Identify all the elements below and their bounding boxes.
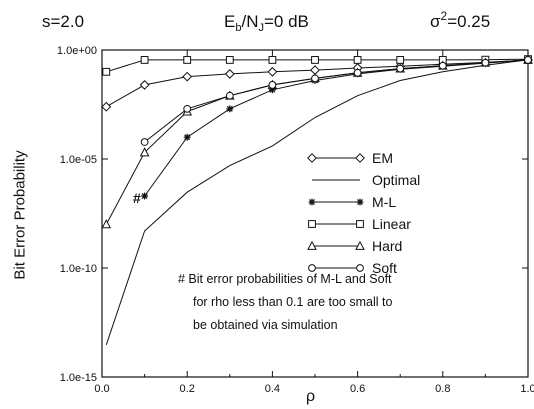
- data-point-linear: [311, 56, 319, 64]
- data-point-em: [101, 101, 112, 112]
- data-point-m-l: [183, 133, 191, 141]
- legend-item-optimal: Optimal: [312, 172, 420, 188]
- data-point-soft: [481, 58, 490, 67]
- data-point-em: [182, 71, 193, 82]
- star-stroke: [308, 198, 316, 206]
- legend-marker-soft: [356, 264, 364, 272]
- y-tick-label: 1.0e-10: [60, 263, 97, 275]
- hash-marker: #: [133, 190, 141, 206]
- param-sigma-label: σ2=0.25: [430, 9, 491, 32]
- sigma-symbol: σ: [430, 12, 441, 31]
- legend-marker-m-l: [356, 198, 364, 206]
- data-point-linear: [225, 56, 234, 64]
- series-line-optimal: [105, 59, 529, 345]
- sigma-superscript: 2: [440, 9, 448, 23]
- y-tick-label: 1.0e+00: [57, 45, 97, 57]
- sigma-value: =0.25: [447, 12, 491, 31]
- data-point-linear: [140, 56, 149, 64]
- data-point-linear: [268, 56, 277, 64]
- series-line-soft: [144, 59, 529, 143]
- legend-label-m-l: M-L: [372, 194, 396, 210]
- data-point-em: [224, 69, 235, 79]
- legend-marker-hard: [355, 240, 365, 250]
- data-point-hard: [101, 219, 112, 229]
- legend-item-linear: Linear: [308, 216, 411, 232]
- series-line-m-l: [144, 59, 529, 197]
- data-point-linear: [102, 67, 111, 76]
- legend-label-optimal: Optimal: [372, 172, 420, 188]
- legend-label-hard: Hard: [372, 238, 402, 254]
- note-line-3: be obtained via simulation: [193, 318, 338, 332]
- x-tick-label: 0.0: [94, 383, 109, 395]
- data-point-m-l: [226, 105, 234, 113]
- y-tick-label: 1.0e-15: [60, 372, 97, 384]
- data-point-soft: [353, 68, 362, 77]
- eb-nj-slash: /N: [241, 12, 259, 31]
- legend-item-m-l: M-L: [308, 194, 396, 210]
- eb-nj-main: E: [224, 12, 236, 31]
- star-stroke: [184, 134, 191, 141]
- series-soft: [140, 56, 532, 146]
- data-point-soft: [183, 104, 192, 113]
- x-tick-label: 0.4: [265, 383, 280, 395]
- data-point-linear: [183, 56, 192, 64]
- data-point-soft: [396, 64, 405, 73]
- data-point-em: [139, 80, 150, 90]
- data-point-em: [267, 66, 278, 77]
- series-m-l: [141, 56, 532, 200]
- legend-item-hard: Hard: [307, 238, 402, 254]
- x-axis-label: ρ: [306, 388, 316, 405]
- legend-marker-hard: [307, 240, 317, 250]
- x-tick-label: 1.0: [520, 383, 534, 395]
- data-point-soft: [438, 61, 447, 70]
- series-group: [101, 54, 533, 345]
- note-line-1: # Bit error probabilities of M-L and Sof…: [178, 272, 392, 286]
- legend-marker-em: [307, 153, 317, 163]
- x-tick-label: 0.8: [435, 383, 450, 395]
- param-s-label: s=2.0: [42, 12, 85, 31]
- legend: EM Optimal M-L Linear Hard Soft: [307, 150, 420, 276]
- data-point-m-l: [141, 192, 148, 200]
- data-point-linear: [353, 56, 362, 64]
- legend-label-soft: Soft: [372, 260, 397, 276]
- data-point-soft: [140, 138, 149, 146]
- legend-label-em: EM: [372, 150, 393, 166]
- param-eb-nj-label: Eb/NJ=0 dB: [224, 12, 309, 34]
- note-line-2: for rho less than 0.1 are too small to: [193, 295, 393, 309]
- data-point-soft: [268, 81, 277, 89]
- star-stroke: [141, 193, 148, 200]
- legend-marker-linear: [356, 220, 364, 228]
- y-tick-label: 1.0e-05: [60, 154, 97, 166]
- legend-item-soft: Soft: [308, 260, 397, 276]
- legend-marker-soft: [308, 264, 316, 272]
- x-tick-label: 0.2: [180, 383, 195, 395]
- x-tick-label: 0.6: [350, 383, 365, 395]
- legend-item-em: EM: [307, 150, 393, 166]
- legend-label-linear: Linear: [372, 216, 411, 232]
- legend-marker-m-l: [308, 198, 316, 206]
- data-point-soft: [524, 56, 532, 64]
- eb-nj-value: =0 dB: [263, 12, 309, 31]
- data-point-soft: [225, 91, 234, 100]
- nj-subscript: J: [258, 22, 264, 34]
- data-point-em: [310, 65, 320, 75]
- legend-marker-em: [355, 153, 365, 163]
- data-point-hard: [139, 147, 150, 157]
- axis-ticks: 0.0 0.2 0.4 0.6 0.8 1.0 1.0e+00 1.0e-05 1.0e-10 1…: [57, 45, 534, 395]
- star-stroke: [356, 198, 364, 206]
- series-line-hard: [105, 59, 529, 225]
- star-stroke: [226, 105, 233, 112]
- legend-marker-linear: [308, 220, 316, 228]
- annotation-note: # Bit error probabilities of M-L and Sof…: [178, 268, 392, 337]
- data-point-soft: [311, 74, 319, 83]
- data-point-linear: [396, 56, 405, 64]
- eb-subscript: b: [235, 22, 242, 34]
- series-optimal: [105, 59, 529, 345]
